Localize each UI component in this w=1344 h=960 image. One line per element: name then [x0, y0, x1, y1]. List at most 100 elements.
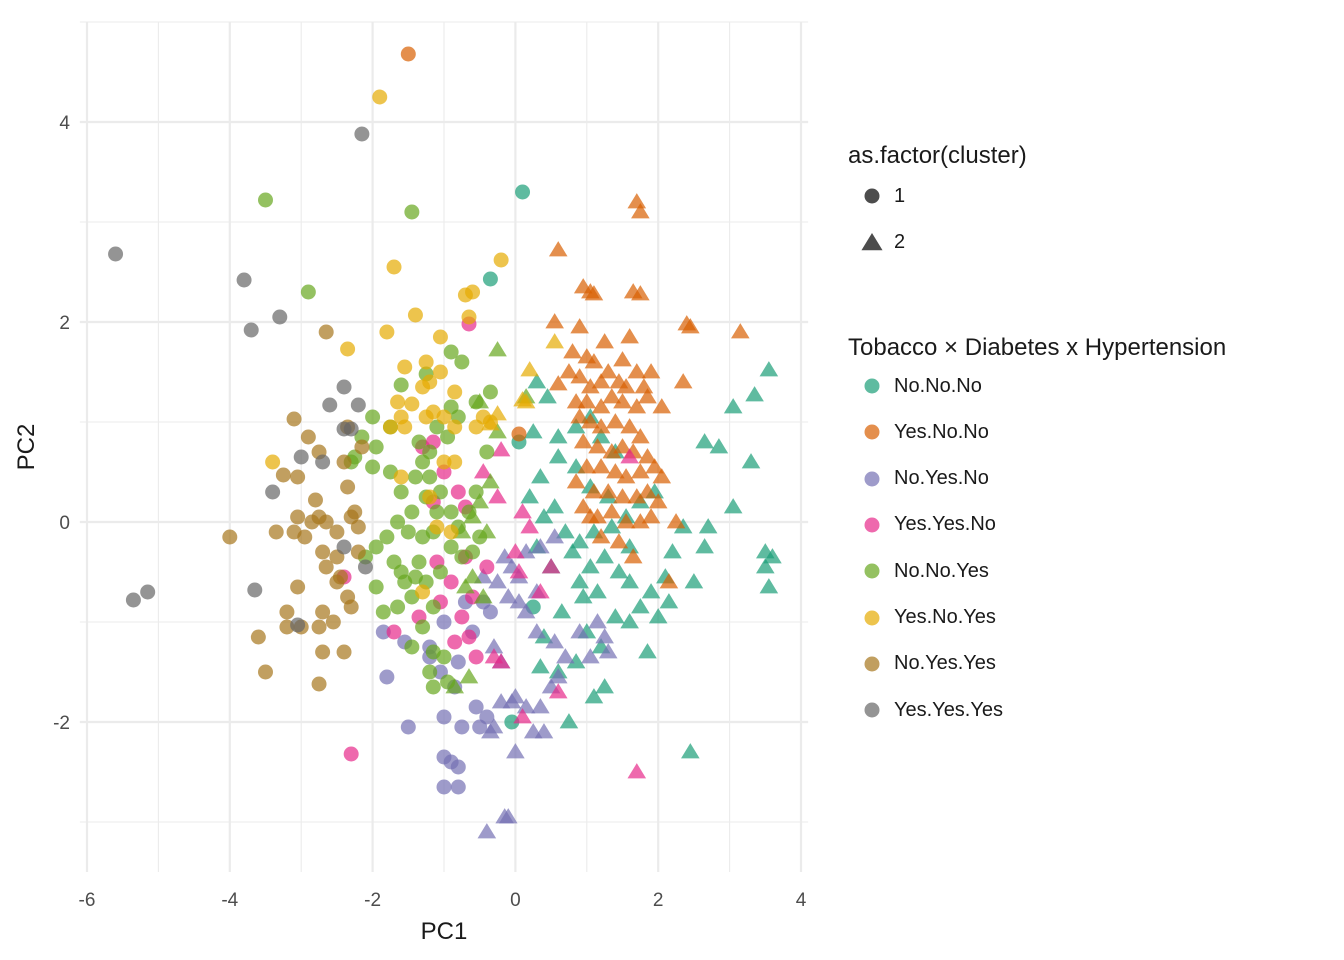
data-point-circle [390, 599, 406, 615]
data-point-triangle [627, 193, 647, 209]
legend-circle-key [864, 188, 880, 204]
data-point-triangle [559, 713, 579, 729]
legend-label: 1 [894, 184, 906, 207]
data-point-triangle [595, 678, 614, 694]
data-point-circle [436, 614, 452, 630]
data-point-circle [415, 454, 431, 470]
data-point-triangle [570, 408, 589, 424]
data-point-circle [375, 624, 391, 640]
legend-circle-key [864, 517, 880, 533]
data-point-circle [397, 359, 413, 375]
data-point-circle [432, 364, 448, 380]
data-point-triangle [620, 613, 639, 629]
data-point-triangle [581, 648, 600, 664]
data-point-triangle [684, 573, 704, 589]
data-point-circle [450, 779, 466, 795]
data-point-triangle [491, 693, 511, 709]
data-point-circle [447, 419, 463, 435]
data-point-triangle [627, 398, 647, 414]
data-point-triangle [570, 368, 589, 384]
data-point-triangle [638, 448, 657, 464]
data-point-triangle [548, 448, 568, 464]
data-point-triangle [520, 488, 539, 504]
legend-item: Yes.No.No [848, 420, 989, 444]
data-point-triangle [477, 523, 497, 539]
data-point-triangle [591, 398, 611, 414]
data-point-circle [386, 624, 402, 640]
legend-item: 2 [848, 230, 905, 254]
data-point-circle [368, 579, 384, 595]
data-point-circle [382, 419, 398, 435]
data-point-circle [432, 329, 448, 345]
data-point-circle [400, 524, 416, 540]
data-point-triangle [516, 698, 536, 714]
data-points [108, 46, 782, 839]
data-point-circle [415, 584, 431, 600]
data-point-triangle [509, 593, 529, 609]
x-tick-label: 4 [796, 890, 807, 911]
legend-label: No.Yes.Yes [894, 652, 996, 675]
data-point-triangle [641, 363, 661, 379]
x-axis-title: PC1 [421, 918, 468, 945]
data-point-circle [222, 529, 238, 545]
data-point-triangle [484, 648, 504, 664]
data-point-circle [108, 246, 124, 262]
legend-item: 1 [848, 184, 905, 208]
data-point-circle [454, 609, 470, 625]
data-point-circle [279, 604, 295, 620]
data-point-triangle [584, 483, 604, 499]
data-point-circle [461, 309, 477, 325]
data-point-triangle [534, 508, 554, 524]
data-point-triangle [570, 573, 589, 589]
data-point-triangle [566, 473, 586, 489]
y-tick-label: -2 [53, 713, 70, 734]
data-point-triangle [495, 808, 514, 824]
data-point-circle [411, 434, 427, 450]
legend-label: Yes.No.No [894, 420, 989, 443]
data-point-triangle [573, 498, 593, 514]
data-point-triangle [484, 638, 504, 654]
data-point-triangle [520, 361, 539, 377]
data-point-circle [422, 469, 438, 485]
data-point-triangle [634, 378, 654, 394]
data-point-circle [407, 469, 423, 485]
data-point-triangle [641, 508, 661, 524]
data-point-triangle [556, 648, 575, 664]
data-point-circle [468, 419, 484, 435]
data-point-circle [350, 544, 366, 560]
color-legend-title: Tobacco × Diabetes x Hypertension [848, 334, 1227, 361]
data-point-circle [425, 679, 441, 695]
data-point-triangle [573, 433, 593, 449]
data-point-triangle [545, 333, 564, 349]
data-point-triangle [527, 623, 547, 639]
data-point-triangle [641, 583, 661, 599]
data-point-circle [336, 379, 352, 395]
data-point-triangle [598, 643, 618, 659]
data-point-triangle [463, 508, 482, 524]
data-point-triangle [681, 743, 700, 759]
data-point-circle [290, 509, 306, 525]
data-point-circle [443, 344, 459, 360]
data-point-triangle [481, 473, 500, 489]
data-point-circle [432, 564, 448, 580]
data-point-triangle [495, 548, 514, 564]
data-point-circle [354, 126, 370, 142]
data-point-circle [436, 409, 452, 425]
data-point-triangle [488, 341, 507, 357]
legend-label: Yes.Yes.Yes [894, 698, 1003, 721]
data-point-circle [447, 384, 463, 400]
data-point-circle [393, 377, 409, 393]
data-point-circle [365, 459, 381, 475]
data-point-circle [504, 714, 520, 730]
data-point-circle [354, 439, 370, 455]
data-point-triangle [616, 468, 636, 484]
data-point-circle [372, 89, 388, 105]
data-point-circle [479, 559, 495, 575]
data-point-triangle [602, 518, 622, 534]
data-point-circle [258, 664, 273, 680]
data-point-circle [450, 654, 466, 670]
data-point-circle [404, 639, 420, 655]
data-point-circle [340, 479, 356, 495]
data-point-circle [297, 529, 313, 545]
